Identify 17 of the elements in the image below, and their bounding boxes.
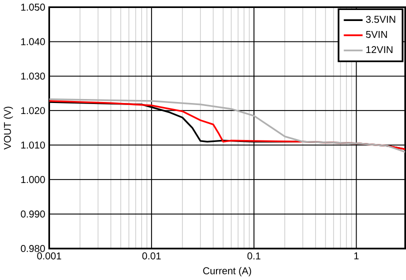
legend-label: 3.5VIN bbox=[366, 16, 396, 23]
legend-label: 12VIN bbox=[366, 46, 392, 54]
legend-label: 5VIN bbox=[366, 31, 387, 38]
y-tick-label: 1.010 bbox=[21, 142, 45, 149]
x-tick-label: 0.001 bbox=[37, 252, 62, 260]
y-tick-label: 0.990 bbox=[20, 210, 45, 218]
y-tick-label: 1.020 bbox=[21, 107, 45, 114]
y-tick-label: 1.030 bbox=[21, 72, 45, 80]
y-tick-label: 1.050 bbox=[21, 4, 45, 11]
y-axis-title: VOUT (V) bbox=[4, 106, 13, 150]
x-tick-label: 0.01 bbox=[142, 252, 161, 260]
x-tick-label: 0.1 bbox=[247, 252, 260, 260]
y-tick-label: 1.000 bbox=[21, 176, 45, 184]
y-tick-label: 0.980 bbox=[20, 245, 45, 252]
x-tick-label: 1 bbox=[354, 252, 359, 260]
y-tick-label: 1.040 bbox=[21, 38, 45, 46]
x-axis-title: Current (A) bbox=[203, 267, 252, 276]
